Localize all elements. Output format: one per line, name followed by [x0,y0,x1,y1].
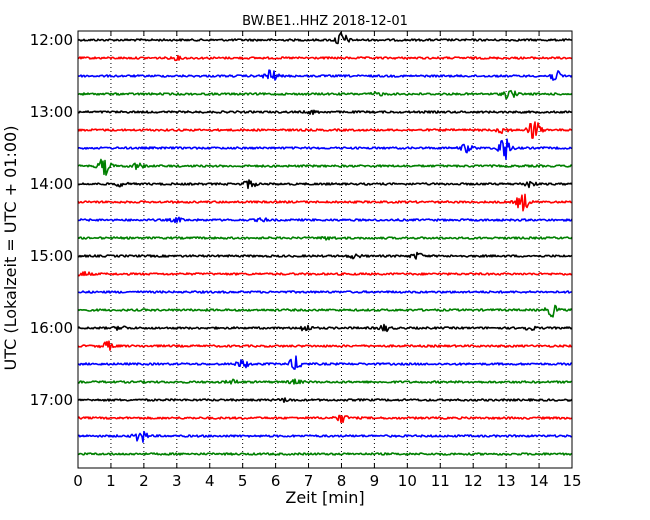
x-tick-label: 0 [73,472,83,490]
x-tick-label: 9 [370,472,380,490]
trace-13:30 [77,138,573,161]
trace-17:30 [77,430,573,443]
plot-frame [77,30,573,469]
x-tick-label: 4 [205,472,215,490]
x-tick-label: 12 [464,472,483,490]
trace-layer [77,31,573,456]
trace-16:45 [77,378,573,385]
x-tick-label: 6 [271,472,281,490]
y-axis: 12:00 13:00 14:00 15:00 16:00 17:00 [30,31,572,409]
x-tick-label: 15 [562,472,581,490]
trace-17:15 [77,414,573,424]
x-tick-label: 8 [337,472,347,490]
trace-14:45 [77,235,573,241]
trace-16:00 [77,323,573,333]
x-tick-label: 3 [172,472,182,490]
trace-17:45 [77,452,573,456]
trace-12:00 [77,31,573,45]
trace-13:45 [77,158,573,176]
trace-16:30 [77,355,573,370]
y-tick-label: 15:00 [30,247,73,265]
y-tick-label: 16:00 [30,319,73,337]
x-tick-label: 5 [238,472,248,490]
x-tick-label: 2 [139,472,149,490]
x-tick-label: 11 [431,472,450,490]
y-tick-label: 14:00 [30,175,73,193]
trace-14:30 [77,216,573,224]
chart-title: BW.BE1..HHZ 2018-12-01 [242,14,408,29]
trace-14:15 [77,193,573,212]
y-tick-label: 13:00 [30,103,73,121]
x-axis: 0 1 2 3 4 5 6 7 8 9 10 11 12 13 14 15 [73,31,582,490]
grid-layer [110,31,540,468]
trace-15:15 [77,270,573,277]
trace-15:00 [77,251,573,260]
x-tick-label: 7 [304,472,314,490]
trace-15:45 [77,304,573,318]
trace-16:15 [77,340,573,351]
trace-12:30 [77,69,573,81]
x-axis-label: Zeit [min] [285,488,364,507]
trace-12:45 [77,89,573,100]
x-tick-label: 1 [106,472,116,490]
trace-15:30 [77,290,573,294]
trace-13:15 [77,121,573,139]
trace-17:00 [77,397,573,403]
trace-13:00 [77,109,573,116]
x-tick-label: 13 [497,472,516,490]
trace-12:15 [77,54,573,62]
x-tick-label: 10 [398,472,417,490]
y-tick-label: 17:00 [30,391,73,409]
y-axis-label: UTC (Lokalzeit = UTC + 01:00) [1,126,20,371]
x-tick-label: 14 [530,472,549,490]
y-tick-label: 12:00 [30,31,73,49]
trace-14:00 [77,179,573,190]
